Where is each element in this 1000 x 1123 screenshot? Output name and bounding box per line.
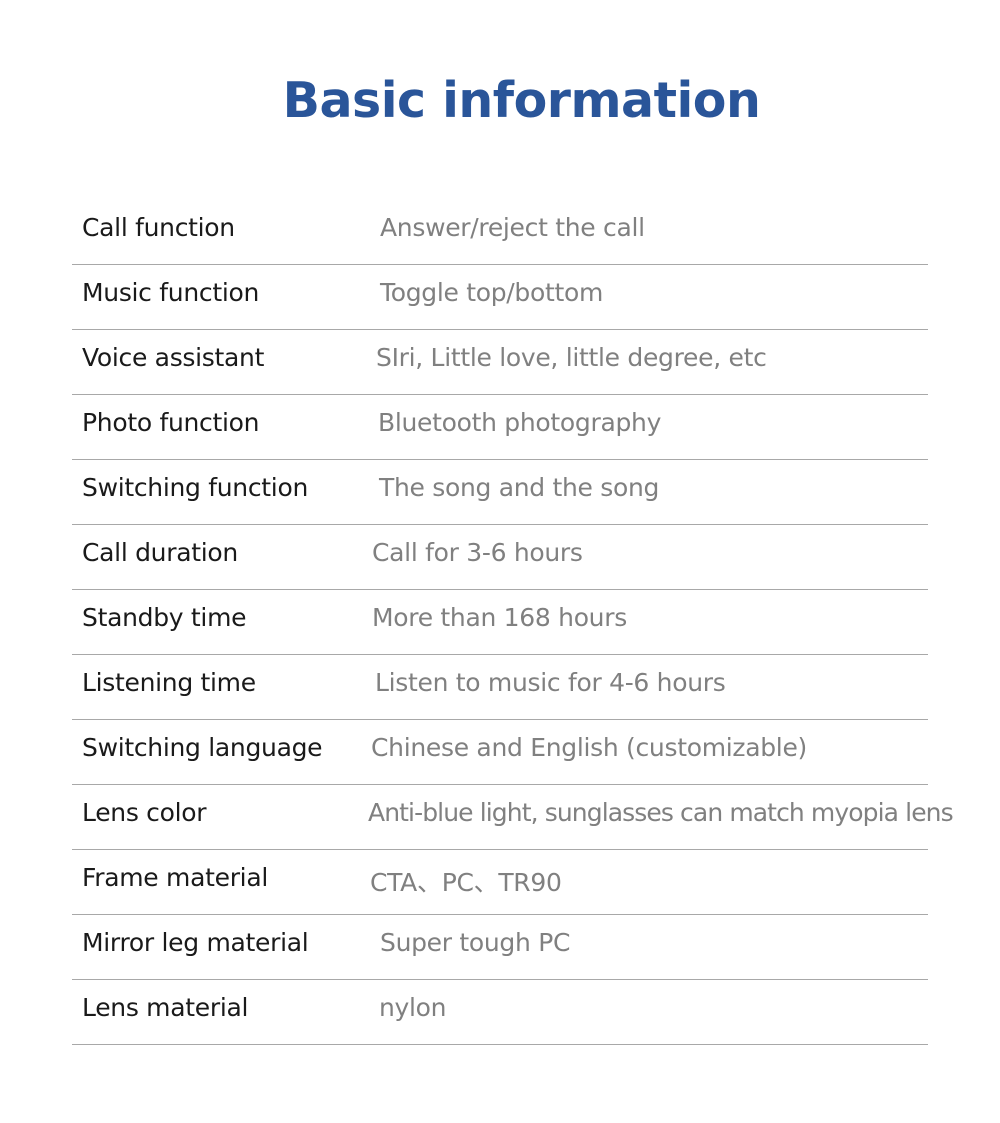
spec-label: Frame material (82, 863, 268, 892)
spec-value: Super tough PC (380, 928, 571, 957)
spec-value: The song and the song (379, 473, 660, 502)
spec-row: Lens color Anti-blue light, sunglasses ca… (72, 785, 954, 850)
spec-row: Mirror leg material Super tough PC (72, 915, 928, 980)
spec-row: Music function Toggle top/bottom (72, 265, 928, 330)
spec-row: Call function Answer/reject the call (72, 200, 928, 265)
spec-label: Listening time (82, 668, 256, 697)
spec-row: Standby time More than 168 hours (72, 590, 928, 655)
spec-value: nylon (379, 993, 447, 1022)
spec-row: Lens material nylon (72, 980, 928, 1045)
spec-label: Switching language (82, 733, 323, 762)
spec-label: Lens color (82, 798, 207, 827)
spec-row: Call duration Call for 3-6 hours (72, 525, 928, 590)
spec-label: Voice assistant (82, 343, 265, 372)
spec-label: Mirror leg material (82, 928, 309, 957)
spec-value: Answer/reject the call (380, 213, 645, 242)
spec-row: Frame material CTA、PC、TR90 (72, 850, 928, 915)
spec-label: Lens material (82, 993, 249, 1022)
page-title: Basic information (282, 72, 761, 129)
spec-table: Call function Answer/reject the call Musi… (72, 200, 954, 1045)
spec-label: Switching function (82, 473, 308, 502)
spec-row: Listening time Listen to music for 4-6 ho… (72, 655, 928, 720)
spec-row: Switching language Chinese and English (c… (72, 720, 928, 785)
spec-value: Toggle top/bottom (380, 278, 604, 307)
spec-label: Standby time (82, 603, 247, 632)
spec-label: Call function (82, 213, 235, 242)
spec-row: Switching function The song and the song (72, 460, 928, 525)
spec-value: Call for 3-6 hours (372, 538, 583, 567)
spec-value: SIri, Little love, little degree, etc (376, 343, 767, 372)
spec-value: More than 168 hours (372, 603, 627, 632)
spec-row: Photo function Bluetooth photography (72, 395, 928, 460)
spec-value: Anti-blue light, sunglasses can match my… (368, 798, 954, 827)
spec-label: Photo function (82, 408, 260, 437)
spec-label: Call duration (82, 538, 238, 567)
spec-label: Music function (82, 278, 260, 307)
spec-value: CTA、PC、TR90 (370, 868, 562, 897)
spec-row: Voice assistant SIri, Little love, little… (72, 330, 928, 395)
spec-value: Listen to music for 4-6 hours (375, 668, 726, 697)
spec-value: Bluetooth photography (378, 408, 662, 437)
spec-value: Chinese and English (customizable) (371, 733, 807, 762)
